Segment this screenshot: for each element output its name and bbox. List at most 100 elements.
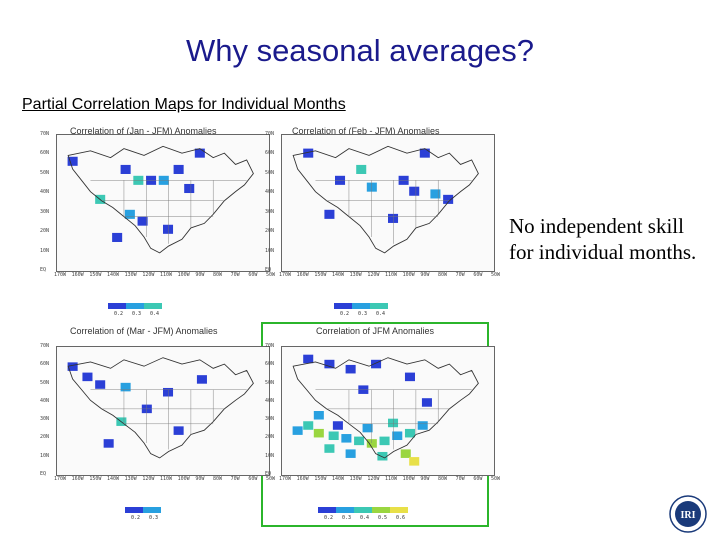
lon-label: 110W xyxy=(385,476,398,482)
correlation-cell xyxy=(163,224,174,234)
lon-label: 90W xyxy=(195,476,205,482)
lon-label: 160W xyxy=(71,476,84,482)
lon-label: 140W xyxy=(107,476,120,482)
lat-label: 40N xyxy=(40,189,50,196)
panel-title: Correlation of (Jan - JFM) Anomalies xyxy=(70,126,217,136)
lon-label: 60W xyxy=(248,272,258,278)
colorbar-tick: 0.2 xyxy=(324,515,334,521)
lon-label: 170W xyxy=(279,476,292,482)
lon-label: 170W xyxy=(279,272,292,278)
lon-label: 150W xyxy=(89,476,102,482)
correlation-cell xyxy=(356,164,367,174)
correlation-cell xyxy=(417,421,428,430)
colorbar-tick: 0.5 xyxy=(378,515,388,521)
correlation-cell xyxy=(303,148,314,158)
lat-label: 10N xyxy=(40,247,50,254)
logo-globe xyxy=(675,501,701,527)
colorbar-segment xyxy=(372,507,390,513)
map-canvas xyxy=(292,145,479,254)
colorbar-tick: 0.2 xyxy=(340,311,350,317)
coastline xyxy=(67,145,254,254)
correlation-cell xyxy=(103,439,114,448)
lon-label: 50W xyxy=(491,272,501,278)
lon-label: 70W xyxy=(230,476,240,482)
lon-label: 140W xyxy=(332,476,345,482)
lat-label: 20N xyxy=(265,228,275,235)
lat-label: 40N xyxy=(265,189,275,196)
lon-label: 90W xyxy=(420,272,430,278)
colorbar-tick: 0.3 xyxy=(149,515,159,521)
lat-label: 30N xyxy=(265,208,275,215)
lon-label: 90W xyxy=(195,272,205,278)
lat-label: 50N xyxy=(265,169,275,176)
colorbar-segment xyxy=(318,507,336,513)
correlation-cell xyxy=(362,423,373,433)
correlation-cell xyxy=(67,156,78,166)
coastline xyxy=(292,145,479,254)
state-borders xyxy=(90,389,247,450)
correlation-cell xyxy=(328,431,339,441)
lon-label: 60W xyxy=(248,476,258,482)
correlation-cell xyxy=(313,428,324,438)
slide-title: Why seasonal averages? xyxy=(185,33,535,68)
correlation-cell xyxy=(366,182,377,192)
lon-label: 80W xyxy=(438,476,448,482)
colorbar-segment xyxy=(144,303,162,309)
lat-label: 70N xyxy=(265,131,275,137)
correlation-cell xyxy=(404,428,416,438)
correlation-cell xyxy=(332,421,343,430)
lat-label: 40N xyxy=(40,397,50,404)
lon-label: 130W xyxy=(124,272,137,278)
correlation-map xyxy=(281,346,495,476)
correlation-cell xyxy=(303,421,314,430)
correlation-cell xyxy=(430,189,441,199)
lat-label: 50N xyxy=(40,379,50,386)
correlation-cell xyxy=(124,209,135,219)
correlation-cell xyxy=(194,148,205,158)
correlation-map xyxy=(56,346,270,476)
lon-label: 110W xyxy=(160,272,173,278)
lon-label: 80W xyxy=(213,272,223,278)
correlation-cell xyxy=(419,148,430,158)
correlation-cell xyxy=(409,457,420,466)
lon-label: 100W xyxy=(177,272,190,278)
lon-label: 60W xyxy=(473,272,483,278)
slide-subtitle: Partial Correlation Maps for Individual … xyxy=(22,96,346,113)
lat-label: 40N xyxy=(265,397,275,404)
correlation-cell xyxy=(345,449,356,458)
lat-label: EQ xyxy=(265,267,272,273)
panel-title: Correlation of (Feb - JFM) Anomalies xyxy=(292,126,440,136)
coastline xyxy=(292,357,479,459)
panel-title: Correlation of (Mar - JFM) Anomalies xyxy=(70,326,218,336)
lat-label: 20N xyxy=(40,434,50,441)
lat-label: EQ xyxy=(40,267,47,273)
correlation-cell xyxy=(443,194,454,204)
lat-label: 10N xyxy=(40,452,50,459)
correlation-cell xyxy=(82,372,93,382)
lon-label: 160W xyxy=(71,272,84,278)
lat-label: 30N xyxy=(40,416,50,423)
colorbar-segment xyxy=(370,303,388,309)
coastline xyxy=(67,357,254,459)
lat-label: EQ xyxy=(40,471,47,477)
lon-label: 60W xyxy=(473,476,483,482)
lon-label: 50W xyxy=(491,476,501,482)
lat-label: EQ xyxy=(265,471,272,477)
correlation-cell xyxy=(354,436,365,446)
lon-label: 120W xyxy=(367,272,380,278)
correlation-cell xyxy=(324,359,335,369)
lon-label: 100W xyxy=(402,272,415,278)
lon-label: 140W xyxy=(332,272,345,278)
colorbar-segment xyxy=(126,303,144,309)
lat-label: 70N xyxy=(265,343,275,349)
correlation-cell xyxy=(388,213,399,223)
lon-label: 50W xyxy=(266,476,276,482)
lat-label: 50N xyxy=(40,169,50,176)
correlation-cell xyxy=(421,398,432,407)
correlation-cell xyxy=(379,436,390,446)
lon-label: 80W xyxy=(213,476,223,482)
colorbar-tick: 0.4 xyxy=(150,311,160,317)
colorbar-segment xyxy=(125,507,143,513)
lon-label: 100W xyxy=(177,476,190,482)
lon-label: 90W xyxy=(420,476,430,482)
